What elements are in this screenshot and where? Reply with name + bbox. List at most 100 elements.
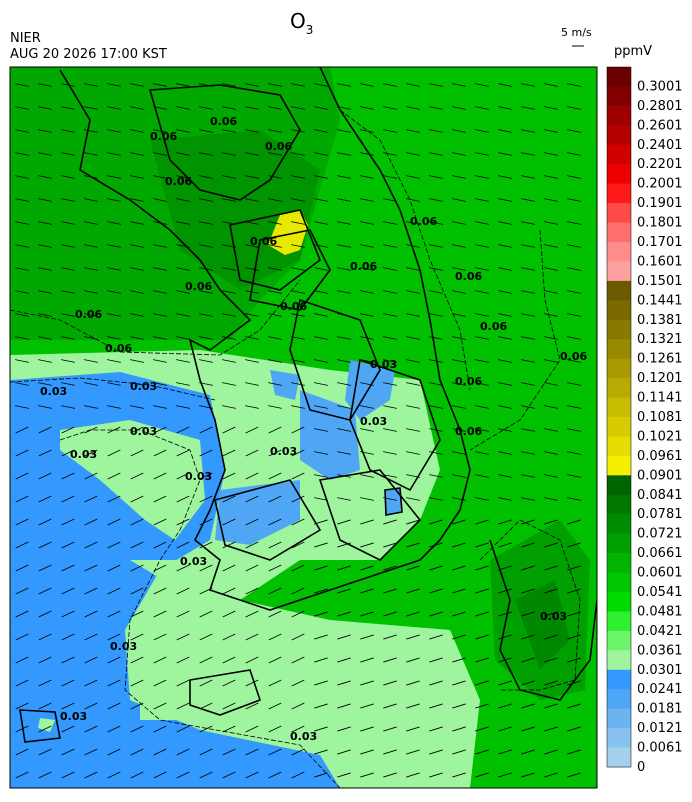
wind-arrow [521,772,535,778]
wind-arrow [498,703,512,709]
wind-arrow [383,221,397,225]
wind-arrow [521,497,535,501]
wind-arrow [176,702,190,710]
contour-label: 0.06 [265,140,292,153]
wind-arrow [268,221,282,225]
colorbar-label: 0.1201 [637,371,683,386]
wind-arrow [452,726,466,732]
wind-arrow [176,129,190,133]
wind-arrow [153,382,167,386]
wind-arrow [383,772,397,778]
wind-arrow [153,129,167,133]
wind-arrow [291,405,305,409]
wind-arrow [383,267,397,271]
wind-arrow [475,336,489,340]
wind-arrow [475,129,489,133]
wind-arrow [245,198,259,202]
wind-arrow [38,198,52,202]
wind-arrow [130,564,144,572]
wind-arrow [544,359,558,363]
wind-arrow [222,382,236,386]
wind-arrow [245,679,259,687]
wind-arrow [15,748,29,756]
wind-arrow [452,221,466,225]
wind-arrow [429,542,443,548]
wind-arrow [544,542,558,548]
wind-arrow [153,771,167,779]
wind-arrow [406,106,420,110]
wind-arrow [130,221,144,225]
wind-arrow [61,564,75,572]
wind-arrow [429,611,443,617]
wind-arrow [107,748,121,756]
wind-arrow [475,106,489,110]
wind-arrow [406,772,420,778]
wind-arrow [268,610,282,618]
wind-arrow [199,290,213,294]
wind-arrow [406,359,420,363]
wind-arrow [199,221,213,225]
wind-arrow [61,587,75,595]
wind-arrow [153,83,167,87]
wind-arrow [567,634,581,640]
wind-arrow [199,495,213,503]
wind-arrow [452,772,466,778]
wind-arrow [176,175,190,179]
wind-arrow [360,657,374,663]
wind-arrow [314,152,328,156]
wind-arrow [544,428,558,432]
wind-arrow [15,656,29,664]
wind-arrow [222,518,236,526]
wind-arrow [406,405,420,409]
wind-arrow [521,519,535,525]
wind-arrow [245,405,259,409]
colorbar-label: 0.1441 [637,293,683,308]
wind-arrow [429,519,443,525]
wind-arrow [567,129,581,133]
wind-arrow [130,152,144,156]
wind-arrow [61,83,75,87]
wind-arrow [360,244,374,248]
wind-arrow [153,449,167,457]
wind-arrow [153,587,167,595]
wind-arrow [222,702,236,710]
wind-arrow [84,382,98,386]
wind-arrow [268,152,282,156]
wind-arrow [61,518,75,526]
colorbar-label: 0.0601 [637,566,683,581]
wind-arrow [38,656,52,664]
colorbar-swatch [607,650,631,671]
wind-arrow [337,680,351,686]
wind-arrow [544,519,558,525]
wind-arrow [38,449,52,457]
wind-arrow [15,405,29,409]
wind-arrow [452,703,466,709]
wind-arrow [199,679,213,687]
wind-arrow [245,449,259,457]
wind-arrow [199,382,213,386]
wind-arrow [498,657,512,663]
wind-arrow [107,702,121,710]
wind-arrow [222,610,236,618]
wind-arrow [383,336,397,340]
wind-arrow [107,106,121,110]
wind-arrow [521,703,535,709]
wind-arrow [567,106,581,110]
wind-arrow [314,106,328,110]
wind-arrow [406,680,420,686]
wind-arrow [498,611,512,617]
wind-arrow [222,748,236,756]
colorbar-label: 0.0541 [637,585,683,600]
wind-arrow [498,634,512,640]
wind-arrow [383,382,397,386]
wind-arrow [107,382,121,386]
wind-arrow [429,428,443,432]
wind-arrow [176,633,190,641]
wind-arrow [130,175,144,179]
wind-arrow [84,610,98,618]
wind-arrow [406,749,420,755]
wind-arrow [176,449,190,457]
wind-arrow [498,772,512,778]
wind-arrow [245,633,259,641]
wind-arrow [245,129,259,133]
